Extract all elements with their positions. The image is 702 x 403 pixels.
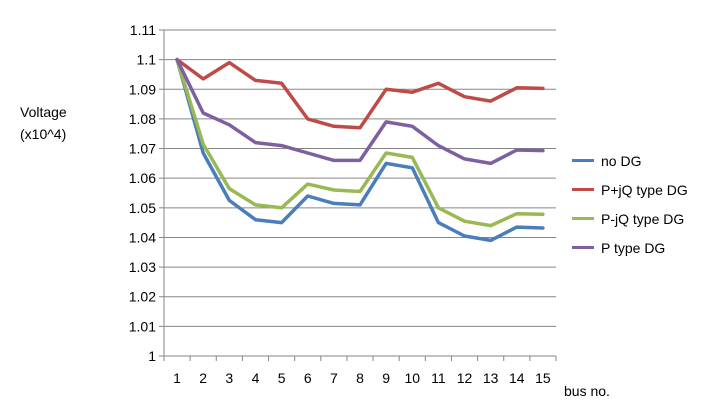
x-tick-label: 6 <box>304 370 312 386</box>
legend-label: P+jQ type DG <box>601 181 688 198</box>
y-tick-label: 1.03 <box>129 259 156 275</box>
x-tick-label: 2 <box>199 370 207 386</box>
x-tick-label: 11 <box>431 370 446 386</box>
y-tick-label: 1.09 <box>129 81 156 97</box>
legend: no DG P+jQ type DG P-jQ type DG P type DG <box>572 146 688 262</box>
x-tick-label: 3 <box>225 370 233 386</box>
x-tick-label: 9 <box>382 370 390 386</box>
legend-item: P-jQ type DG <box>572 204 688 233</box>
x-tick-label: 5 <box>278 370 286 386</box>
legend-label: no DG <box>601 152 642 169</box>
gridlines <box>164 29 556 327</box>
legend-item: P+jQ type DG <box>572 175 688 204</box>
x-tick-label: 8 <box>356 370 364 386</box>
x-tick-label: 13 <box>483 370 499 386</box>
legend-swatch <box>572 159 594 162</box>
x-tick-label: 15 <box>535 370 551 386</box>
x-tick-label: 12 <box>457 370 473 386</box>
series-line-no-dg <box>175 57 545 243</box>
y-axis-label-line2: (x10^4) <box>20 126 67 142</box>
y-tick-label: 1.06 <box>129 170 156 186</box>
y-tick-label: 1.04 <box>129 229 156 245</box>
x-axis-label: bus no. <box>564 383 610 399</box>
legend-label: P-jQ type DG <box>601 210 685 227</box>
y-tick-label: 1 <box>148 348 156 364</box>
y-tick-label: 1.11 <box>130 22 156 38</box>
y-tick-label: 1.08 <box>129 111 156 127</box>
y-tick-label: 1.07 <box>129 141 156 157</box>
y-axis-label-line1: Voltage <box>20 104 67 120</box>
x-tick-label: 4 <box>252 370 260 386</box>
series-lines <box>175 57 545 243</box>
y-tick-label: 1.02 <box>129 289 156 305</box>
legend-swatch <box>572 188 594 191</box>
x-tick-label: 7 <box>330 370 338 386</box>
legend-swatch <box>572 217 594 220</box>
series-line-p-jq-type-dg <box>175 57 545 130</box>
axes: 1 1.01 1.02 1.03 1.04 1.05 1.06 1.07 1.08 1.09 1.1… <box>129 22 557 386</box>
y-tick-label: 1.01 <box>129 318 156 334</box>
legend-label: P type DG <box>601 239 666 256</box>
x-tick-label: 14 <box>509 370 525 386</box>
series-line-p-type-dg <box>175 57 545 166</box>
x-tick-label: 1 <box>173 370 181 386</box>
legend-item: P type DG <box>572 233 688 262</box>
y-tick-label: 1.1 <box>137 52 157 68</box>
legend-item: no DG <box>572 146 688 175</box>
legend-swatch <box>572 246 594 249</box>
x-tick-label: 10 <box>404 370 420 386</box>
y-tick-label: 1.05 <box>129 200 156 216</box>
series-line-p-jq-type-dg <box>175 57 545 228</box>
